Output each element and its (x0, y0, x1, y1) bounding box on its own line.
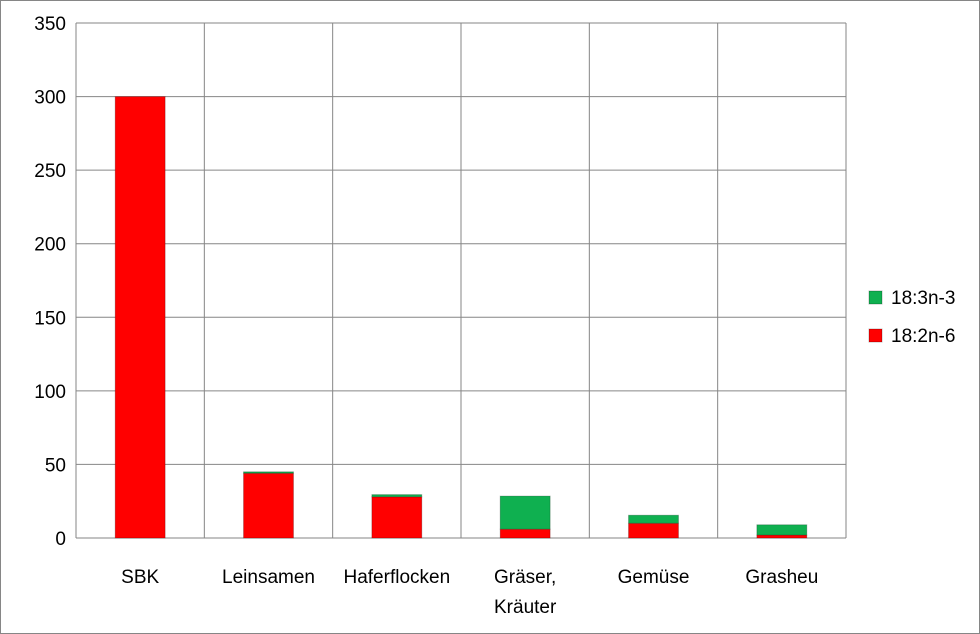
bar-18:2n-6 (243, 472, 294, 539)
y-tick-label: 150 (34, 308, 66, 329)
x-tick-label: Gemüse (618, 567, 690, 588)
x-tick-label: Leinsamen (222, 567, 315, 588)
bar-18:2n-6 (114, 96, 166, 539)
legend-label: 18:2n-6 (891, 326, 955, 347)
y-tick-label: 0 (55, 529, 66, 550)
x-tick-label: Grasheu (745, 567, 818, 588)
legend-swatch (868, 290, 883, 305)
bar-18:2n-6 (499, 528, 551, 539)
bar-18:2n-6 (371, 496, 423, 539)
bar-18:3n-3 (756, 524, 808, 536)
y-tick-label: 50 (45, 455, 66, 476)
y-tick-label: 300 (34, 88, 66, 109)
bar-18:3n-3 (628, 514, 679, 524)
x-tick-label: Gräser, (494, 567, 556, 588)
y-tick-label: 250 (34, 161, 66, 182)
x-tick-label: Haferflocken (343, 567, 450, 588)
x-tick-label: SBK (121, 567, 159, 588)
x-tick-label: Kräuter (494, 597, 557, 618)
bar-18:3n-3 (243, 471, 294, 474)
bar-18:3n-3 (371, 494, 423, 498)
y-tick-label: 200 (34, 235, 66, 256)
legend-label: 18:3n-3 (891, 288, 955, 309)
bar-18:2n-6 (628, 522, 679, 539)
legend-swatch (868, 328, 883, 343)
y-tick-label: 350 (34, 14, 66, 35)
bar-18:3n-3 (499, 495, 551, 530)
y-tick-label: 100 (34, 382, 66, 403)
